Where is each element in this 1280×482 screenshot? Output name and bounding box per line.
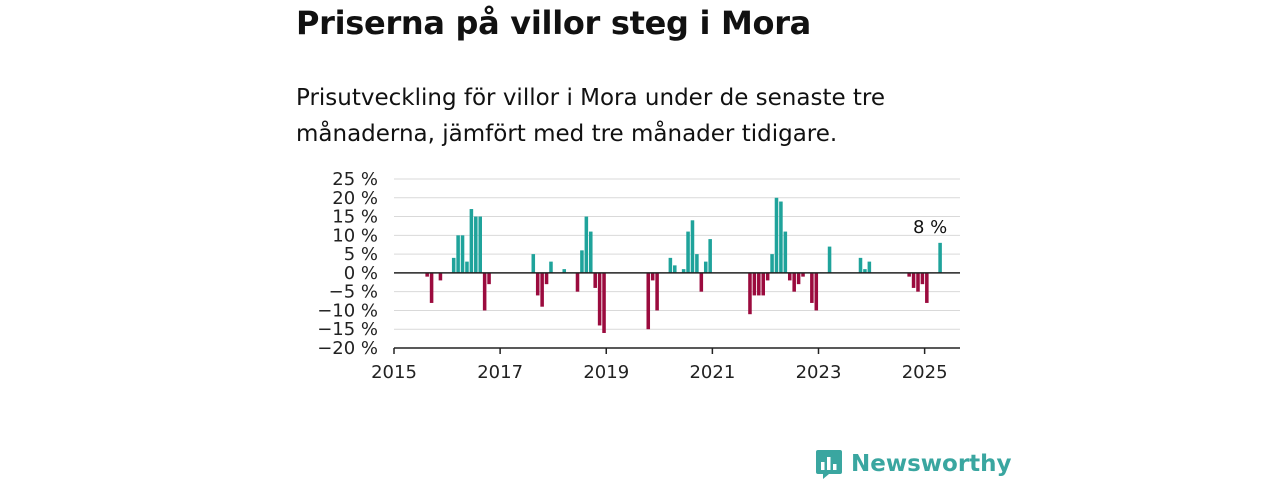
axes — [394, 272, 960, 349]
bar — [686, 231, 690, 273]
bar — [531, 254, 536, 273]
x-tick-label: 2025 — [902, 362, 948, 383]
y-tick-label: −15 % — [317, 319, 378, 340]
y-tick-label: 10 % — [332, 225, 378, 246]
bar — [540, 272, 544, 307]
bar — [451, 257, 456, 273]
bars — [425, 197, 942, 333]
y-tick-label: −20 % — [317, 338, 378, 359]
last-value-label: 8 % — [913, 217, 947, 238]
bar — [761, 272, 765, 296]
bar — [460, 235, 465, 273]
y-tick-label: 5 % — [344, 244, 378, 265]
bar — [757, 272, 761, 296]
bar — [703, 261, 708, 273]
x-tick-label: 2021 — [689, 362, 735, 383]
brand-logo: Newsworthy — [815, 446, 1012, 482]
bar — [655, 272, 659, 311]
bar — [863, 269, 867, 273]
bar — [699, 272, 704, 292]
bar — [646, 272, 651, 330]
bar — [827, 246, 832, 273]
y-tick-label: −10 % — [317, 300, 378, 321]
bar — [597, 272, 602, 326]
bar — [482, 272, 487, 311]
bar — [748, 272, 752, 315]
bar — [478, 216, 482, 273]
bar — [752, 272, 757, 296]
chart-subtitle: Prisutveckling för villor i Mora under d… — [296, 85, 886, 147]
bar — [810, 272, 814, 303]
bar — [584, 216, 589, 273]
x-tick-label: 2017 — [477, 362, 523, 383]
bar — [650, 272, 655, 281]
bar — [774, 197, 779, 273]
bar — [765, 272, 770, 281]
bar — [925, 272, 929, 303]
bar — [695, 254, 699, 273]
bar — [681, 269, 686, 273]
bar — [575, 272, 580, 292]
bar — [474, 216, 478, 273]
bar — [867, 261, 872, 273]
bar — [535, 272, 540, 296]
y-axis-ticks: −20 %−15 %−10 %−5 %0 %5 %10 %15 %20 %25 … — [317, 169, 378, 359]
newsworthy-logo-icon — [816, 450, 842, 479]
bar — [938, 242, 942, 273]
bar — [796, 272, 801, 285]
y-tick-label: 15 % — [332, 207, 378, 228]
bar — [907, 272, 911, 277]
bar — [425, 272, 429, 277]
x-tick-label: 2015 — [371, 362, 417, 383]
y-tick-label: 25 % — [332, 169, 378, 190]
bar — [690, 220, 695, 273]
bar — [801, 272, 805, 277]
bar — [549, 261, 553, 273]
bar — [920, 272, 925, 285]
bar — [469, 209, 474, 273]
y-tick-label: 20 % — [332, 188, 378, 209]
bar — [814, 272, 819, 311]
bar — [438, 272, 443, 281]
bar — [589, 231, 593, 273]
bar — [562, 269, 567, 273]
bar — [783, 231, 788, 273]
bar — [487, 272, 491, 285]
bar — [770, 254, 774, 273]
bar — [911, 272, 916, 288]
x-tick-label: 2019 — [583, 362, 629, 383]
bar — [465, 261, 469, 273]
y-tick-label: −5 % — [329, 282, 378, 303]
brand-name: Newsworthy — [851, 451, 1012, 477]
bar — [787, 272, 792, 281]
bar — [456, 235, 460, 273]
bar — [858, 257, 863, 273]
bar — [668, 257, 673, 273]
bar — [544, 272, 549, 285]
bar — [593, 272, 597, 288]
bar — [429, 272, 434, 303]
y-tick-label: 0 % — [344, 263, 378, 284]
bar — [792, 272, 796, 292]
chart-title: Priserna på villor steg i Mora — [296, 4, 811, 42]
bar — [916, 272, 920, 292]
bar — [779, 201, 783, 273]
bar — [602, 272, 606, 333]
bar — [673, 265, 677, 273]
x-axis-ticks: 2015 2017 2019 2021 2023 2025 — [371, 348, 948, 383]
x-tick-label: 2023 — [796, 362, 842, 383]
bar — [580, 250, 584, 273]
bar — [708, 239, 712, 273]
